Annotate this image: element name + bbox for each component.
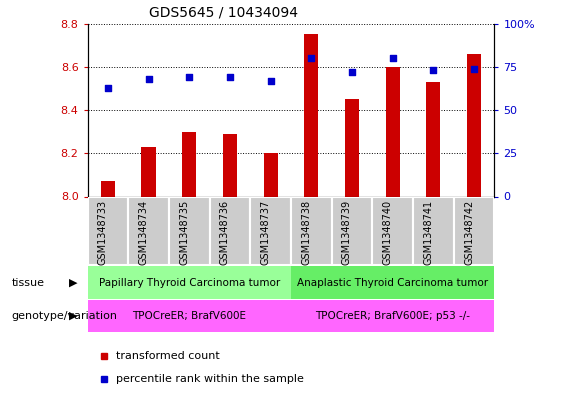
Text: GSM1348742: GSM1348742	[464, 200, 474, 265]
Bar	[88, 196, 128, 265]
Text: GSM1348739: GSM1348739	[342, 200, 352, 265]
Text: GSM1348736: GSM1348736	[220, 200, 230, 265]
Point	[470, 65, 479, 72]
Bar	[210, 196, 250, 265]
Bar	[291, 300, 494, 332]
Text: transformed count: transformed count	[116, 351, 220, 361]
Bar	[182, 132, 197, 196]
Bar	[291, 266, 494, 299]
Text: GSM1348741: GSM1348741	[423, 200, 433, 265]
Bar	[128, 196, 169, 265]
Text: GSM1348740: GSM1348740	[383, 200, 393, 265]
Point	[144, 76, 153, 82]
Bar	[413, 196, 454, 265]
Point	[103, 84, 112, 91]
Bar	[304, 35, 319, 197]
Bar	[291, 196, 332, 265]
Bar	[345, 99, 359, 196]
Bar	[385, 67, 400, 196]
Bar	[426, 82, 441, 196]
Point	[225, 74, 234, 80]
Text: GSM1348738: GSM1348738	[301, 200, 311, 265]
Text: GSM1348735: GSM1348735	[179, 200, 189, 265]
Bar	[141, 147, 156, 196]
Text: tissue: tissue	[11, 277, 44, 288]
Bar	[454, 196, 494, 265]
Point	[388, 55, 397, 61]
Text: Papillary Thyroid Carcinoma tumor: Papillary Thyroid Carcinoma tumor	[99, 277, 280, 288]
Bar	[101, 181, 115, 196]
Text: ▶: ▶	[69, 277, 78, 288]
Text: TPOCreER; BrafV600E; p53 -/-: TPOCreER; BrafV600E; p53 -/-	[315, 311, 470, 321]
Text: ▶: ▶	[69, 311, 78, 321]
Text: GSM1348737: GSM1348737	[260, 200, 271, 265]
Text: TPOCreER; BrafV600E: TPOCreER; BrafV600E	[132, 311, 246, 321]
Bar	[88, 266, 291, 299]
Bar	[263, 153, 278, 196]
Text: Anaplastic Thyroid Carcinoma tumor: Anaplastic Thyroid Carcinoma tumor	[297, 277, 488, 288]
Bar	[250, 196, 291, 265]
Text: genotype/variation: genotype/variation	[11, 311, 118, 321]
Text: GSM1348733: GSM1348733	[98, 200, 108, 265]
Point	[347, 69, 357, 75]
Bar	[332, 196, 372, 265]
Bar	[88, 300, 291, 332]
Text: percentile rank within the sample: percentile rank within the sample	[116, 374, 304, 384]
Point	[429, 67, 438, 73]
Bar	[372, 196, 413, 265]
Bar	[467, 54, 481, 196]
Point	[307, 55, 316, 61]
Bar	[223, 134, 237, 196]
Text: GSM1348734: GSM1348734	[138, 200, 149, 265]
Point	[266, 77, 275, 84]
Point	[185, 74, 194, 80]
Bar	[169, 196, 210, 265]
Text: GDS5645 / 10434094: GDS5645 / 10434094	[149, 6, 298, 20]
